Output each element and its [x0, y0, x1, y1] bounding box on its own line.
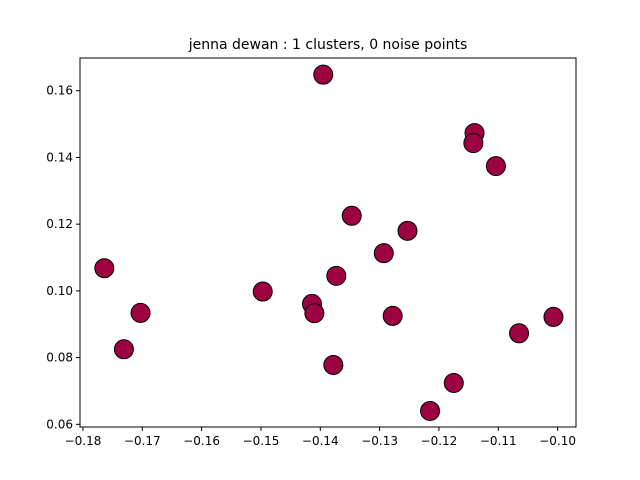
x-axis: −0.18 −0.17 −0.16 −0.15 −0.14 −0.13 −0.12 −0.11… — [65, 427, 576, 448]
scatter-point — [373, 243, 394, 264]
scatter-point — [94, 258, 115, 279]
y-tick-label: 0.12 — [46, 217, 73, 231]
x-tick-label: −0.15 — [243, 434, 280, 448]
scatter-point — [252, 281, 273, 302]
x-tick-label: −0.14 — [302, 434, 339, 448]
scatter-point — [463, 133, 484, 154]
scatter-point — [341, 205, 362, 226]
scatter-point — [323, 354, 344, 375]
plot-frame — [79, 57, 577, 428]
x-tick-label: −0.11 — [480, 434, 517, 448]
x-tick-label: −0.18 — [65, 434, 102, 448]
chart-title: jenna dewan : 1 clusters, 0 noise points — [188, 37, 468, 53]
scatter-point — [543, 306, 564, 327]
scatter-point — [130, 302, 151, 323]
y-axis: 0.06 0.08 0.10 0.12 0.14 0.16 — [46, 84, 80, 431]
scatter-point — [420, 400, 441, 421]
scatter-point — [313, 64, 334, 85]
y-tick-label: 0.14 — [46, 150, 73, 164]
x-tick-label: −0.17 — [124, 434, 161, 448]
x-tick-label: −0.16 — [183, 434, 220, 448]
x-tick-label: −0.13 — [361, 434, 398, 448]
y-tick-label: 0.16 — [46, 84, 73, 98]
scatter-point — [326, 265, 347, 286]
scatter-point — [485, 156, 506, 177]
scatter-point — [509, 323, 530, 344]
x-tick-label: −0.12 — [421, 434, 458, 448]
points-layer — [94, 64, 564, 421]
scatter-point — [397, 220, 418, 241]
scatter-point — [304, 303, 325, 324]
scatter-point — [382, 305, 403, 326]
x-tick-label: −0.10 — [539, 434, 576, 448]
scatter-point — [443, 372, 464, 393]
y-tick-label: 0.10 — [46, 284, 73, 298]
y-tick-label: 0.08 — [46, 351, 73, 365]
y-tick-label: 0.06 — [46, 417, 73, 431]
scatter-point — [113, 339, 134, 360]
